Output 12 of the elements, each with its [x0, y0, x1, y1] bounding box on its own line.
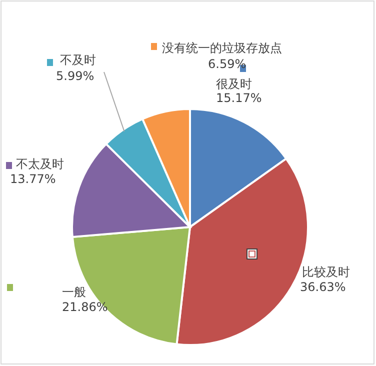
data-label: 36.63% — [300, 280, 346, 294]
legend-label: 不太及时 — [16, 157, 64, 171]
legend-label: 不及时 — [60, 53, 96, 67]
legend-label: 没有统一的垃圾存放点 — [162, 41, 282, 55]
data-label: 6.59% — [208, 57, 246, 71]
data-label: 13.77% — [10, 172, 56, 186]
slice-label: 比较及时 — [302, 265, 350, 279]
data-label: 21.86% — [62, 300, 108, 314]
slice-label: 一般 — [62, 285, 86, 299]
slice-label: 很及时 — [216, 77, 252, 91]
data-label: 5.99% — [56, 69, 94, 83]
data-label: 15.17% — [216, 91, 262, 105]
